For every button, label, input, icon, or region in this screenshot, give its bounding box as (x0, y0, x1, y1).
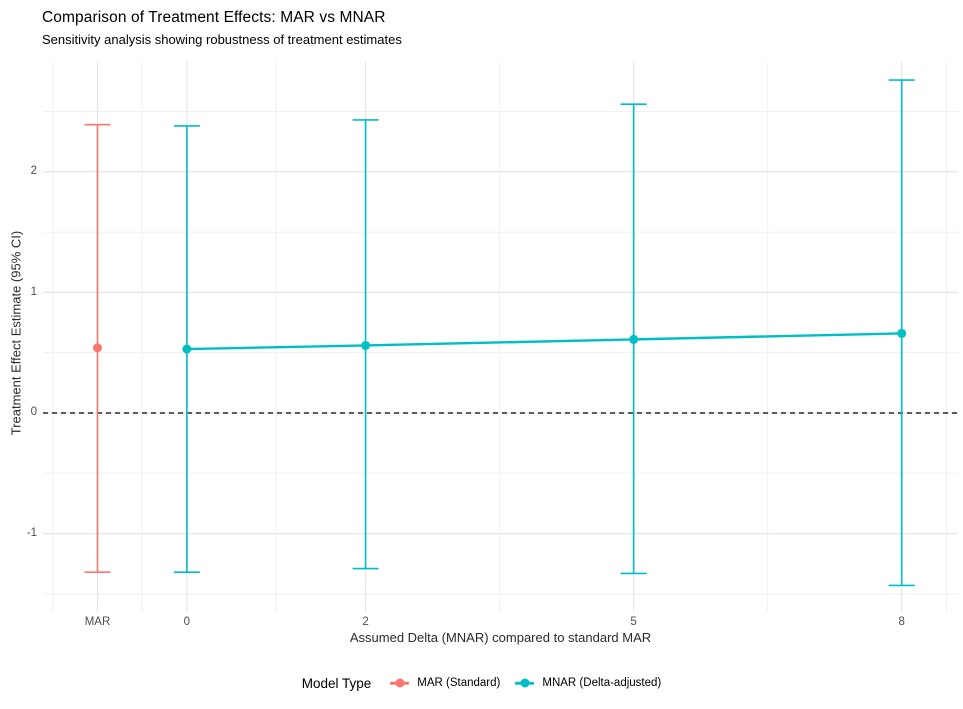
x-tick-label: MAR (84, 616, 111, 628)
x-axis-title: Assumed Delta (MNAR) compared to standar… (349, 630, 652, 645)
x-tick-label: 5 (630, 616, 637, 628)
legend: Model Type MAR (Standard) MNAR (Delta-ad… (0, 673, 963, 693)
legend-title: Model Type (301, 675, 372, 691)
point-estimate-mnar-delta-adjusted- (629, 334, 639, 344)
point-estimate-mnar-delta-adjusted- (361, 340, 371, 350)
legend-item-label: MNAR (Delta-adjusted) (542, 677, 662, 689)
legend-item-mar-standard: MAR (Standard) (390, 677, 500, 690)
point-estimate-mnar-delta-adjusted- (897, 328, 907, 338)
y-tick-label: 2 (30, 165, 37, 178)
trend-line-mnar-delta-adjusted- (186, 332, 902, 351)
y-axis-title: Treatment Effect Estimate (95% CI) (8, 230, 24, 436)
pointrange-key-icon (515, 677, 535, 690)
legend-item-mnar-delta-adjusted: MNAR (Delta-adjusted) (515, 677, 661, 690)
chart-title: Comparison of Treatment Effects: MAR vs … (42, 9, 386, 26)
point-estimate-mnar-delta-adjusted- (182, 344, 192, 354)
x-tick-label: 8 (898, 616, 905, 628)
y-tick-label: -1 (26, 527, 37, 540)
legend-item-label: MAR (Standard) (417, 677, 501, 689)
x-tick-label: 2 (362, 616, 369, 628)
chart-subtitle: Sensitivity analysis showing robustness … (42, 32, 402, 47)
y-tick-label: 0 (30, 406, 37, 419)
x-tick-label: 0 (183, 616, 191, 628)
y-tick-label: 1 (30, 285, 37, 298)
point-estimate-mar-standard- (93, 343, 103, 353)
pointrange-key-icon (390, 677, 410, 690)
